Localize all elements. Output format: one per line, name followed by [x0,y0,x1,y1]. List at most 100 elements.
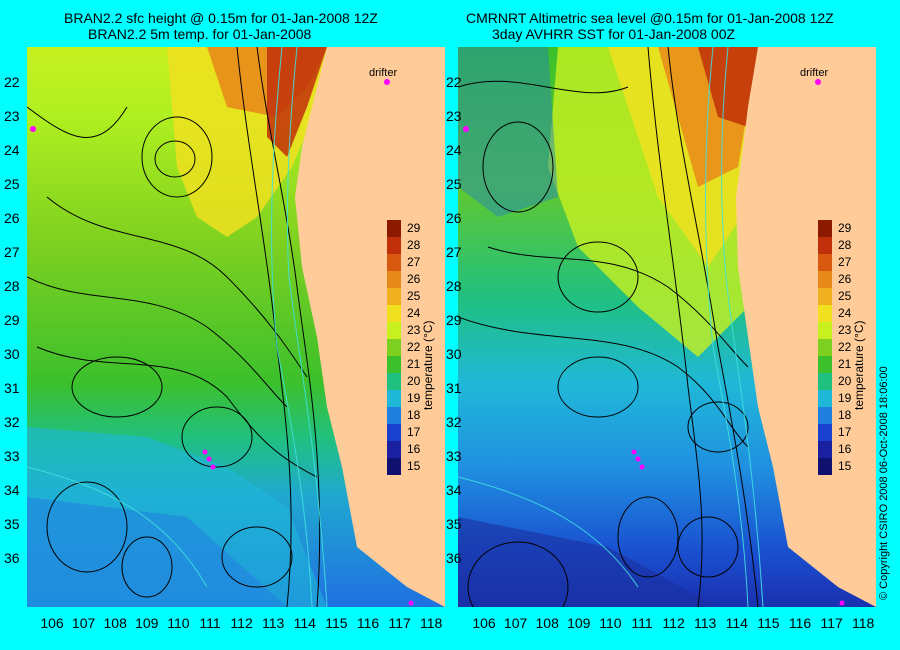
longitude-tick-label: 107 [503,615,528,631]
longitude-tick-label: 110 [167,615,190,631]
colorbar-segment [818,254,832,271]
longitude-tick-label: 113 [262,615,285,631]
colorbar-segment [818,271,832,288]
colorbar-tick-label: 28 [838,238,852,252]
left-map-panel: drifter [27,47,445,607]
longitude-tick-label: 112 [230,615,253,631]
longitude-tick-label: 108 [535,615,559,631]
longitude-tick-label: 110 [599,615,622,631]
colorbar-segment [818,305,832,322]
colorbar-tick-label: 17 [407,425,421,439]
colorbar-segment [818,407,832,424]
colorbar-tick-label: 27 [407,255,421,269]
longitude-tick-label: 113 [694,615,717,631]
latitude-tick-label: 23 [4,108,20,124]
colorbar-tick-label: 18 [838,408,852,422]
latitude-tick-label: 24 [446,142,462,158]
colorbar-tick-label: 16 [838,442,852,456]
latitude-tick-label: 22 [446,74,462,90]
colorbar-tick-label: 26 [838,272,852,286]
colorbar-tick-label: 18 [407,408,421,422]
latitude-tick-label: 30 [4,346,20,362]
longitude-tick-label: 116 [788,615,812,631]
colorbar-segment [387,305,401,322]
longitude-tick-label: 115 [325,615,348,631]
right-title-line2: 3day AVHRR SST for 01-Jan-2008 00Z [492,26,736,42]
longitude-tick-label: 117 [388,615,411,631]
latitude-tick-label: 27 [446,244,462,260]
latitude-tick-label: 26 [446,210,462,226]
latitude-tick-label: 25 [446,176,462,192]
colorbar-segment [387,441,401,458]
colorbar-segment [818,339,832,356]
colorbar-segment [387,254,401,271]
longitude-tick-label: 114 [725,615,748,631]
colorbar-tick-label: 29 [838,221,852,235]
latitude-tick-label: 31 [446,380,462,396]
colorbar-tick-label: 27 [838,255,852,269]
colorbar-tick-label: 28 [407,238,421,252]
left-map-svg [27,47,445,607]
colorbar-tick-label: 22 [838,340,852,354]
latitude-tick-label: 28 [446,278,462,294]
latitude-tick-label: 29 [446,312,462,328]
longitude-tick-label: 109 [567,615,591,631]
colorbar-tick-label: 21 [407,357,421,371]
longitude-tick-label: 106 [40,615,64,631]
longitude-tick-label: 117 [820,615,843,631]
longitude-tick-label: 118 [420,615,443,631]
colorbar-tick-label: 23 [407,323,421,337]
drifter-label: drifter [369,67,398,79]
colorbar-tick-label: 16 [407,442,421,456]
colorbar-segment [387,271,401,288]
latitude-tick-label: 35 [446,516,462,532]
colorbar-label: temperature (°C) [852,320,866,411]
land-australia [736,47,876,607]
colorbar-segment [818,373,832,390]
colorbar-segment [387,356,401,373]
colorbar-tick-label: 24 [407,306,421,320]
longitude-tick-label: 115 [757,615,780,631]
colorbar-tick-label: 17 [838,425,852,439]
land-australia [295,47,445,607]
colorbar-segment [387,390,401,407]
colorbar-tick-label: 25 [407,289,421,303]
longitude-tick-label: 108 [103,615,127,631]
colorbar-segment [818,356,832,373]
latitude-tick-label: 27 [4,244,20,260]
left-title-line2: BRAN2.2 5m temp. for 01-Jan-2008 [88,26,312,42]
latitude-tick-label: 28 [4,278,20,294]
longitude-tick-label: 111 [631,615,653,631]
latitude-tick-label: 23 [446,108,462,124]
left-title-line1: BRAN2.2 sfc height @ 0.15m for 01-Jan-20… [64,10,378,26]
latitude-tick-label: 25 [4,176,20,192]
colorbar-tick-label: 23 [838,323,852,337]
colorbar-tick-label: 25 [838,289,852,303]
right-map-svg [458,47,876,607]
latitude-tick-label: 34 [4,482,20,498]
colorbar-segment [387,373,401,390]
colorbar-segment [387,237,401,254]
colorbar-tick-label: 20 [838,374,852,388]
latitude-tick-label: 32 [446,414,462,430]
colorbar-tick-label: 15 [407,459,421,473]
longitude-tick-label: 114 [293,615,316,631]
colorbar-segment [818,424,832,441]
colorbar-tick-label: 24 [838,306,852,320]
latitude-tick-label: 36 [4,550,20,566]
colorbar-segment [818,237,832,254]
latitude-tick-label: 24 [4,142,20,158]
colorbar-tick-label: 20 [407,374,421,388]
colorbar-segment [818,322,832,339]
latitude-tick-label: 36 [446,550,462,566]
colorbar-tick-label: 26 [407,272,421,286]
colorbar-label: temperature (°C) [421,320,435,411]
latitude-tick-label: 33 [446,448,462,464]
colorbar-segment [387,458,401,475]
latitude-tick-label: 33 [4,448,20,464]
latitude-tick-label: 26 [4,210,20,226]
longitude-tick-label: 106 [472,615,496,631]
colorbar-tick-label: 21 [838,357,852,371]
colorbar-segment [818,220,832,237]
colorbar-tick-label: 22 [407,340,421,354]
